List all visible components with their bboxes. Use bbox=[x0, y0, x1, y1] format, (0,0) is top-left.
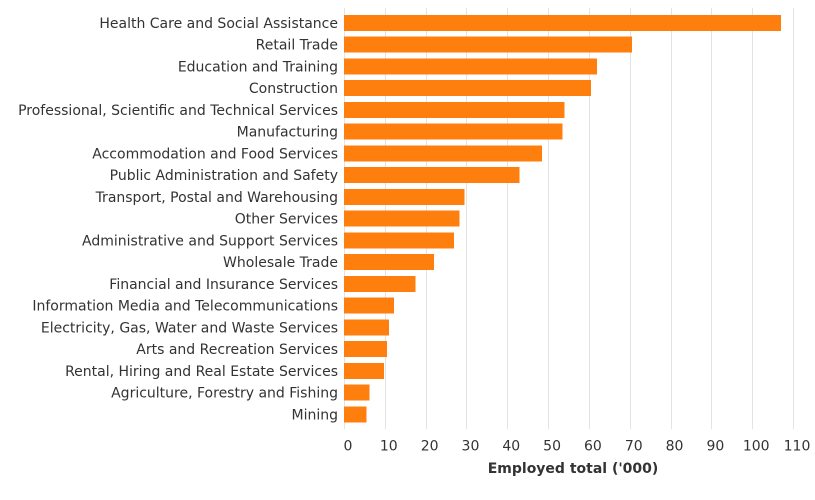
category-label: Other Services bbox=[235, 212, 338, 228]
bar bbox=[344, 232, 455, 249]
bar bbox=[344, 297, 395, 314]
category-label: Electricity, Gas, Water and Waste Servic… bbox=[41, 320, 338, 336]
category-label: Health Care and Social Assistance bbox=[99, 16, 338, 32]
category-label: Transport, Postal and Warehousing bbox=[95, 190, 338, 206]
category-label: Arts and Recreation Services bbox=[136, 342, 338, 358]
gridlines bbox=[344, 8, 794, 430]
x-tick-label: 20 bbox=[421, 438, 439, 454]
bar bbox=[344, 210, 460, 227]
bar bbox=[344, 167, 520, 184]
category-label: Public Administration and Safety bbox=[110, 168, 338, 184]
x-tick-label: 0 bbox=[344, 438, 353, 454]
x-tick-label: 60 bbox=[584, 438, 602, 454]
category-label: Administrative and Support Services bbox=[82, 233, 338, 249]
category-label: Information Media and Telecommunications bbox=[32, 299, 338, 315]
x-tick-label: 80 bbox=[666, 438, 684, 454]
x-tick-label: 90 bbox=[706, 438, 724, 454]
category-label: Education and Training bbox=[178, 59, 338, 75]
bars bbox=[344, 14, 781, 423]
category-label: Mining bbox=[292, 407, 339, 423]
category-label: Retail Trade bbox=[256, 38, 338, 54]
bar bbox=[344, 254, 434, 271]
bar bbox=[344, 145, 542, 162]
category-label: Construction bbox=[249, 81, 338, 97]
bar bbox=[344, 123, 563, 140]
bar bbox=[344, 362, 385, 379]
category-label: Financial and Insurance Services bbox=[109, 277, 338, 293]
category-label: Accommodation and Food Services bbox=[92, 146, 338, 162]
bar bbox=[344, 341, 387, 358]
category-labels: Health Care and Social Assistance Retail … bbox=[18, 16, 338, 424]
bar bbox=[344, 188, 465, 205]
category-label: Manufacturing bbox=[237, 125, 338, 141]
bar bbox=[344, 58, 598, 75]
bar bbox=[344, 319, 389, 336]
bar bbox=[344, 406, 367, 423]
x-tick-label: 110 bbox=[784, 438, 811, 454]
category-label: Professional, Scientific and Technical S… bbox=[18, 103, 338, 119]
x-axis-title: Employed total ('000) bbox=[488, 461, 659, 477]
category-label: Rental, Hiring and Real Estate Services bbox=[65, 364, 338, 380]
x-tick-label: 100 bbox=[743, 438, 770, 454]
bar bbox=[344, 275, 416, 292]
x-tick-label: 70 bbox=[625, 438, 643, 454]
x-tick-label: 30 bbox=[462, 438, 480, 454]
bar bbox=[344, 80, 591, 97]
bar bbox=[344, 101, 565, 118]
bar bbox=[344, 384, 370, 401]
x-axis-ticks: 0 10 20 30 40 50 60 70 80 90 100 110 bbox=[344, 438, 811, 454]
category-label: Wholesale Trade bbox=[223, 255, 338, 271]
x-tick-label: 10 bbox=[380, 438, 398, 454]
x-tick-label: 40 bbox=[502, 438, 520, 454]
bar bbox=[344, 36, 632, 53]
bar bbox=[344, 14, 781, 31]
x-tick-label: 50 bbox=[543, 438, 561, 454]
category-label: Agriculture, Forestry and Fishing bbox=[111, 386, 338, 402]
